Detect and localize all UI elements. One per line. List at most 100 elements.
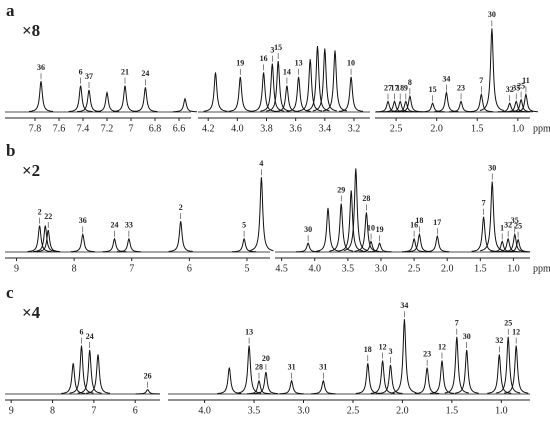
x-tick-label: 1.5 xyxy=(474,263,487,274)
x-tick-label: 1.0 xyxy=(512,123,525,134)
peak xyxy=(36,229,61,253)
peak-label: 7 xyxy=(455,319,459,328)
peak-label: 18 xyxy=(415,216,423,225)
peak-label: 34 xyxy=(400,301,408,310)
peak xyxy=(61,363,86,394)
peak-label: 19 xyxy=(236,59,244,68)
peak-label: 21 xyxy=(121,67,129,76)
peak-label: 17 xyxy=(390,83,398,92)
peak-label: 30 xyxy=(488,10,496,19)
peak xyxy=(203,72,228,112)
x-tick-label: 2.5 xyxy=(347,405,360,416)
peak-label: 2 xyxy=(38,207,42,216)
x-tick-label: 3.8 xyxy=(260,123,273,134)
peak-label: 7 xyxy=(482,199,486,208)
x-tick-label: 7 xyxy=(91,405,96,416)
peak xyxy=(77,89,101,113)
peak-label: 32 xyxy=(504,221,512,230)
peak xyxy=(316,207,340,252)
x-tick-label: 6 xyxy=(187,263,192,274)
x-tick-label: 7.2 xyxy=(101,123,114,134)
peak xyxy=(479,28,504,111)
peak xyxy=(135,388,160,395)
peak-label: 10 xyxy=(367,223,375,232)
x-tick-label: 5 xyxy=(244,263,249,274)
multiplier: ×2 xyxy=(22,161,40,180)
peak xyxy=(487,354,512,394)
x-axis-label: ppm xyxy=(533,123,550,134)
peak xyxy=(70,232,95,253)
peak-label: 32 xyxy=(506,85,514,94)
peak-label: 30 xyxy=(488,163,496,172)
peak-label: 25 xyxy=(517,82,525,91)
peak xyxy=(397,94,422,113)
x-tick-label: 9 xyxy=(9,405,14,416)
peak-label: 5 xyxy=(242,221,246,230)
peak-label: 24 xyxy=(110,221,118,230)
peak xyxy=(420,102,445,113)
peak-label: 31 xyxy=(319,363,327,372)
x-tick-label: 3.4 xyxy=(319,123,332,134)
x-tick-label: 2.0 xyxy=(441,263,454,274)
x-tick-label: 3.5 xyxy=(248,405,261,416)
x-tick-label: 6.6 xyxy=(173,123,186,134)
peak xyxy=(27,225,52,252)
x-tick-label: 2.5 xyxy=(408,263,421,274)
peak-label: 30 xyxy=(304,225,312,234)
peak xyxy=(94,90,120,113)
peak-label: 33 xyxy=(125,221,133,230)
peak xyxy=(68,85,93,112)
x-tick-label: 2.5 xyxy=(390,123,403,134)
peak xyxy=(339,190,364,252)
peak-label: 16 xyxy=(260,54,268,63)
peak xyxy=(469,92,494,113)
peak-label: 24 xyxy=(141,69,149,78)
panel-label: b xyxy=(6,141,15,160)
multiplier: ×8 xyxy=(22,21,40,40)
peak xyxy=(393,100,418,113)
panel-label: c xyxy=(6,283,14,302)
peak xyxy=(329,203,354,252)
peak xyxy=(274,85,299,112)
peak-label: 15 xyxy=(274,43,282,52)
peak-label: 26 xyxy=(144,371,152,380)
peak-label: 30 xyxy=(463,332,471,341)
peak xyxy=(415,367,440,394)
peak xyxy=(228,76,253,112)
peak-label: 12 xyxy=(438,342,446,351)
peak xyxy=(434,90,459,113)
x-tick-label: 7.8 xyxy=(29,123,42,134)
peak xyxy=(355,363,380,394)
peak xyxy=(232,237,257,253)
peak xyxy=(425,234,450,253)
peak xyxy=(102,237,127,253)
peak xyxy=(266,60,291,112)
peak xyxy=(449,100,473,113)
peak xyxy=(253,371,278,395)
peak xyxy=(298,59,323,112)
peak xyxy=(85,354,111,394)
peak-label: 25 xyxy=(514,222,522,231)
peak xyxy=(509,98,534,113)
peak xyxy=(359,240,383,253)
peak-label: 27 xyxy=(384,83,392,92)
peak-label: 15 xyxy=(429,85,437,94)
peak-label: 11 xyxy=(522,76,530,85)
peak-label: 17 xyxy=(433,218,441,227)
peak xyxy=(322,50,348,112)
x-tick-label: 7.4 xyxy=(77,123,90,134)
peak xyxy=(113,85,137,112)
x-tick-label: 3.0 xyxy=(375,263,388,274)
peak-label: 1 xyxy=(500,223,504,232)
peak-label: 37 xyxy=(85,72,93,81)
peak-label: 13 xyxy=(295,59,303,68)
x-tick-label: 6 xyxy=(133,405,138,416)
peak xyxy=(311,379,336,395)
peak-label: 13 xyxy=(245,327,253,336)
peak-label: 32 xyxy=(495,336,503,345)
peak xyxy=(116,237,141,253)
peak xyxy=(237,345,262,394)
peak xyxy=(172,97,198,113)
peak-label: 19 xyxy=(376,225,384,234)
peak xyxy=(392,319,417,394)
